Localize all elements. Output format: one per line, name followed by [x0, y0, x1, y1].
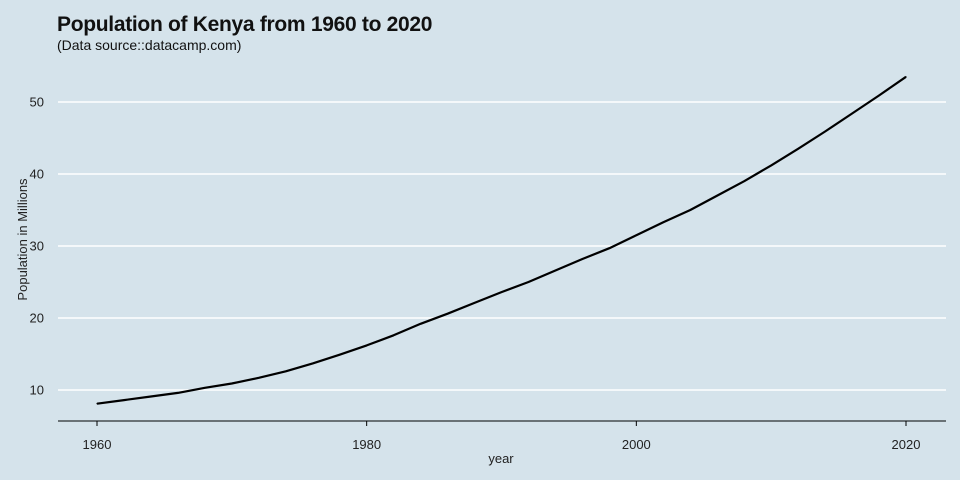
data-point	[500, 291, 503, 293]
x-tick-label: 2000	[622, 437, 651, 452]
population-line	[96, 75, 907, 405]
data-point	[285, 370, 287, 372]
chart-subtitle: (Data source::datacamp.com)	[57, 37, 242, 53]
data-point	[258, 377, 260, 379]
data-point	[446, 313, 449, 315]
chart-title: Population of Kenya from 1960 to 2020	[57, 13, 433, 36]
data-point	[393, 334, 395, 336]
data-point	[554, 269, 557, 272]
data-point	[231, 382, 233, 385]
data-point	[878, 94, 880, 97]
data-point	[851, 112, 853, 115]
data-point	[743, 180, 745, 182]
data-point	[689, 209, 691, 211]
data-point	[797, 148, 799, 150]
data-point	[473, 302, 476, 304]
data-point	[662, 221, 664, 223]
x-tick-label: 2020	[892, 437, 921, 452]
data-point	[339, 354, 341, 356]
data-point	[770, 164, 772, 166]
data-point	[177, 392, 179, 394]
x-tick-label: 1960	[83, 437, 112, 452]
data-point	[123, 399, 125, 401]
y-axis-title: Population in Millions	[15, 178, 30, 301]
data-point	[96, 403, 98, 405]
data-point	[608, 247, 610, 249]
x-axis-ticks: 1960 1980 2000 2020	[83, 421, 921, 452]
data-point	[581, 258, 584, 260]
y-tick-label: 20	[30, 311, 44, 326]
data-point	[312, 362, 314, 364]
data-points	[96, 76, 907, 405]
data-point	[905, 76, 907, 78]
y-tick-label: 40	[30, 167, 44, 182]
data-point	[635, 234, 637, 236]
y-axis-ticks: 10 20 30 40 50	[30, 95, 44, 398]
x-axis-title: year	[488, 451, 514, 466]
y-tick-label: 10	[30, 383, 44, 398]
gridlines	[58, 101, 946, 391]
data-point	[824, 130, 826, 133]
data-point	[204, 387, 206, 389]
data-point	[366, 344, 368, 346]
x-tick-label: 1980	[352, 437, 381, 452]
data-point	[150, 395, 152, 398]
y-tick-label: 50	[30, 95, 44, 110]
data-point	[716, 195, 718, 197]
data-point	[420, 323, 422, 325]
data-point	[527, 281, 530, 283]
y-tick-label: 30	[30, 239, 44, 254]
